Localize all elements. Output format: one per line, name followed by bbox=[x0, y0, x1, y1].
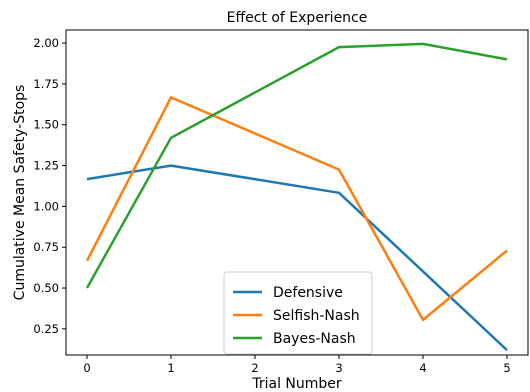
plot-frame bbox=[65, 29, 529, 356]
legend-label-defensive: Defensive bbox=[273, 285, 343, 301]
x-tick-label-1: 1 bbox=[167, 361, 174, 375]
y-tick-label-2: 0.75 bbox=[33, 240, 59, 254]
y-tick-label-4: 1.25 bbox=[33, 159, 59, 173]
x-tick-label-0: 0 bbox=[83, 361, 90, 375]
y-tick-label-3: 1.00 bbox=[33, 199, 59, 213]
y-tick-label-5: 1.50 bbox=[33, 118, 59, 132]
legend-label-selfish-nash: Selfish-Nash bbox=[273, 308, 360, 324]
legend-label-bayes-nash: Bayes-Nash bbox=[273, 331, 356, 347]
series-layer bbox=[85, 42, 508, 352]
y-tick-label-0: 0.25 bbox=[33, 322, 59, 336]
y-tick-label-1: 0.50 bbox=[33, 281, 59, 295]
x-tick-label-3: 3 bbox=[335, 361, 342, 375]
x-axis-label: Trial Number bbox=[251, 376, 342, 392]
x-tick-label-4: 4 bbox=[419, 361, 426, 375]
y-tick-label-7: 2.00 bbox=[33, 36, 59, 50]
series-line-selfish-nash bbox=[85, 96, 508, 322]
x-axis: 0 1 2 3 4 5 bbox=[83, 355, 511, 375]
x-tick-label-2: 2 bbox=[251, 361, 258, 375]
series-line-bayes-nash bbox=[85, 42, 508, 289]
y-axis-label: Cumulative Mean Safety-Stops bbox=[12, 85, 28, 301]
x-tick-label-5: 5 bbox=[503, 361, 510, 375]
series-line-defensive bbox=[86, 164, 508, 352]
y-tick-label-6: 1.75 bbox=[33, 77, 59, 91]
chart-title: Effect of Experience bbox=[227, 10, 368, 26]
legend: Defensive Selfish-Nash Bayes-Nash bbox=[223, 271, 373, 355]
legend-entries: Defensive Selfish-Nash Bayes-Nash bbox=[233, 285, 360, 347]
y-axis: 0.25 0.50 0.75 1.00 1.25 1.50 1.75 2.00 bbox=[33, 36, 66, 336]
